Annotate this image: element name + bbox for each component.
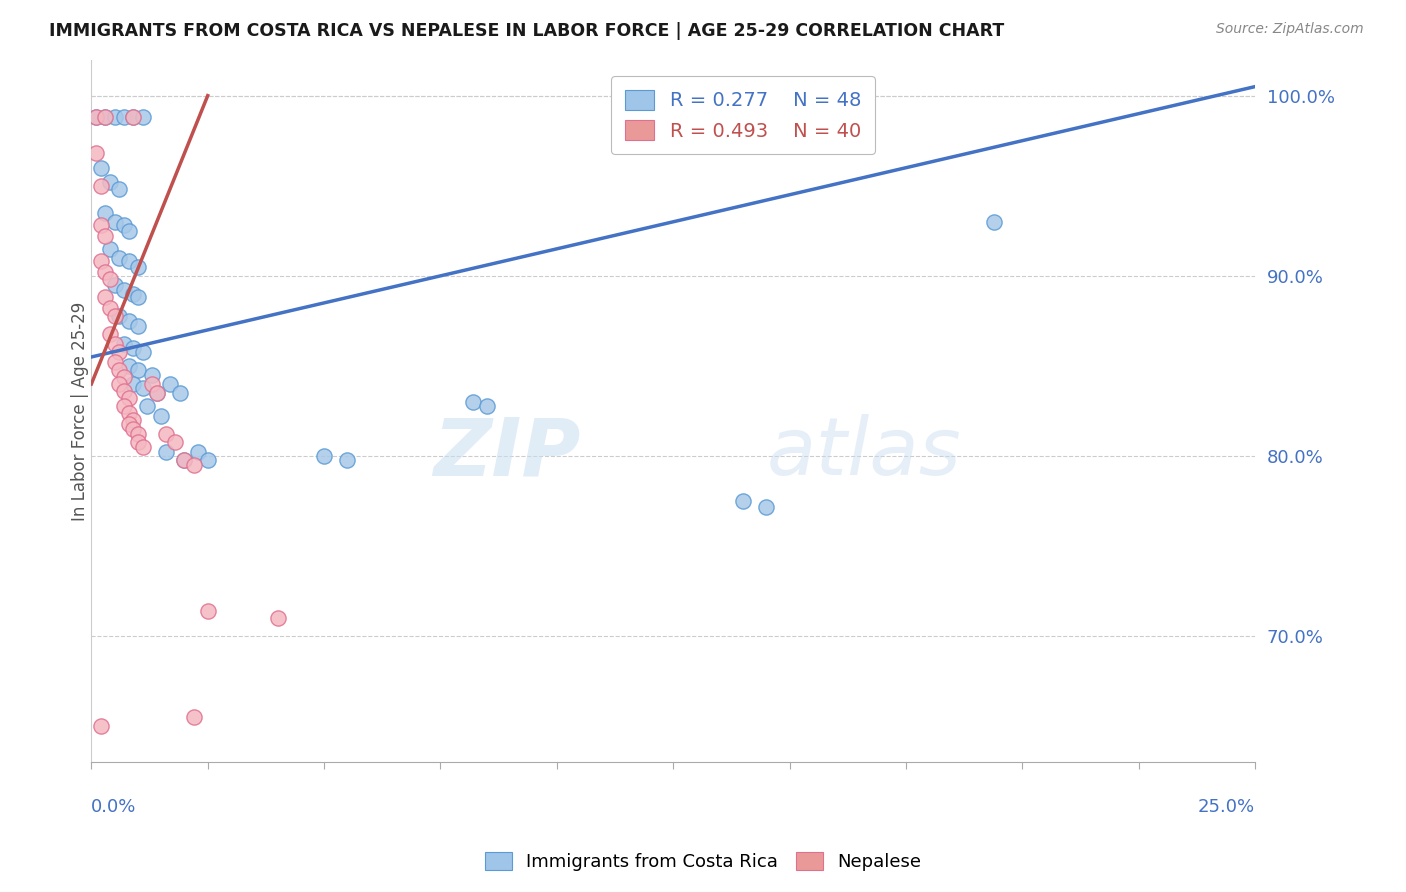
Point — [117, 254, 139, 268]
Point — [117, 406, 139, 420]
Point — [84, 110, 107, 124]
Point — [94, 291, 117, 305]
Point — [183, 710, 205, 724]
Point — [84, 146, 107, 161]
Point — [98, 326, 121, 341]
Point — [755, 500, 778, 514]
Point — [104, 337, 127, 351]
Point — [155, 445, 177, 459]
Point — [104, 110, 127, 124]
Point — [127, 362, 149, 376]
Point — [90, 219, 112, 233]
Point — [98, 175, 121, 189]
Point — [122, 377, 145, 392]
Point — [131, 344, 153, 359]
Point — [117, 392, 139, 406]
Point — [183, 458, 205, 472]
Point — [122, 286, 145, 301]
Text: Source: ZipAtlas.com: Source: ZipAtlas.com — [1216, 22, 1364, 37]
Point — [90, 161, 112, 175]
Point — [131, 440, 153, 454]
Point — [136, 399, 159, 413]
Point — [94, 206, 117, 220]
Point — [94, 265, 117, 279]
Point — [127, 291, 149, 305]
Point — [117, 417, 139, 431]
Point — [98, 272, 121, 286]
Point — [336, 452, 359, 467]
Point — [475, 399, 498, 413]
Point — [197, 604, 219, 618]
Point — [155, 427, 177, 442]
Point — [108, 344, 131, 359]
Text: 25.0%: 25.0% — [1198, 797, 1256, 815]
Point — [983, 215, 1005, 229]
Point — [94, 229, 117, 244]
Point — [127, 260, 149, 274]
Point — [150, 409, 173, 424]
Point — [112, 384, 135, 399]
Point — [90, 719, 112, 733]
Text: ZIP: ZIP — [433, 414, 581, 492]
Point — [141, 368, 163, 382]
Point — [461, 395, 484, 409]
Point — [112, 337, 135, 351]
Point — [122, 110, 145, 124]
Point — [145, 386, 167, 401]
Text: 0.0%: 0.0% — [91, 797, 136, 815]
Point — [122, 110, 145, 124]
Legend: Immigrants from Costa Rica, Nepalese: Immigrants from Costa Rica, Nepalese — [477, 845, 929, 879]
Point — [94, 110, 117, 124]
Point — [127, 434, 149, 449]
Point — [90, 178, 112, 193]
Point — [169, 386, 191, 401]
Point — [731, 494, 754, 508]
Point — [84, 110, 107, 124]
Point — [122, 422, 145, 436]
Point — [173, 452, 195, 467]
Text: atlas: atlas — [766, 414, 960, 492]
Point — [104, 215, 127, 229]
Point — [117, 314, 139, 328]
Point — [112, 369, 135, 384]
Point — [94, 110, 117, 124]
Point — [112, 283, 135, 297]
Point — [159, 377, 181, 392]
Point — [197, 452, 219, 467]
Point — [98, 301, 121, 316]
Point — [112, 399, 135, 413]
Point — [122, 341, 145, 355]
Point — [312, 449, 335, 463]
Point — [90, 254, 112, 268]
Point — [131, 381, 153, 395]
Point — [108, 251, 131, 265]
Point — [141, 377, 163, 392]
Point — [131, 110, 153, 124]
Point — [108, 362, 131, 376]
Point — [127, 319, 149, 334]
Point — [145, 386, 167, 401]
Point — [108, 309, 131, 323]
Point — [108, 182, 131, 196]
Point — [104, 277, 127, 292]
Point — [117, 224, 139, 238]
Text: IMMIGRANTS FROM COSTA RICA VS NEPALESE IN LABOR FORCE | AGE 25-29 CORRELATION CH: IMMIGRANTS FROM COSTA RICA VS NEPALESE I… — [49, 22, 1004, 40]
Point — [117, 359, 139, 373]
Point — [112, 110, 135, 124]
Point — [165, 434, 187, 449]
Point — [104, 309, 127, 323]
Point — [112, 219, 135, 233]
Point — [127, 427, 149, 442]
Point — [266, 611, 288, 625]
Point — [104, 355, 127, 369]
Point — [122, 413, 145, 427]
Point — [108, 377, 131, 392]
Point — [187, 445, 209, 459]
Y-axis label: In Labor Force | Age 25-29: In Labor Force | Age 25-29 — [72, 301, 89, 521]
Point — [98, 242, 121, 256]
Point — [173, 452, 195, 467]
Legend: R = 0.277    N = 48, R = 0.493    N = 40: R = 0.277 N = 48, R = 0.493 N = 40 — [612, 77, 875, 154]
